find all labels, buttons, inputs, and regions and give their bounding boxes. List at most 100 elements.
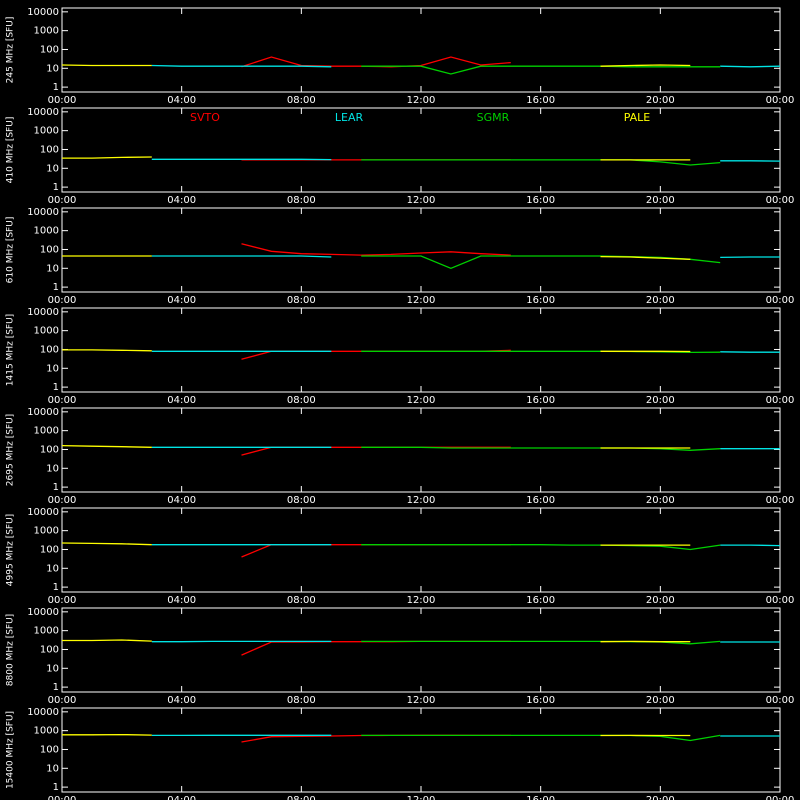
x-tick-label: 12:00 <box>407 795 436 800</box>
y-tick-label: 10 <box>46 363 59 374</box>
y-tick-label: 1 <box>53 382 59 393</box>
plot-frame <box>61 307 781 393</box>
y-tick-label: 1000 <box>34 226 59 237</box>
y-tick-label: 10 <box>46 63 59 74</box>
series-line <box>151 734 780 737</box>
x-tick-label: 00:00 <box>48 395 77 406</box>
series-line <box>151 158 781 162</box>
y-tick-label: 10 <box>46 563 59 574</box>
x-tick-label: 12:00 <box>407 595 436 606</box>
x-tick-label: 00:00 <box>766 495 795 506</box>
x-tick-label: 00:00 <box>48 295 77 306</box>
x-tick-label: 08:00 <box>287 195 316 206</box>
x-tick-label: 16:00 <box>526 695 555 706</box>
x-tick-label: 04:00 <box>167 195 196 206</box>
y-axis-label: 1415 MHz [SFU] <box>6 314 16 386</box>
y-tick-label: 10 <box>46 263 59 274</box>
legend-entry: PALE <box>624 111 651 124</box>
x-tick-label: 00:00 <box>48 795 77 800</box>
y-tick-label: 1000 <box>34 626 59 637</box>
x-tick-label: 20:00 <box>646 195 675 206</box>
y-tick-label: 100 <box>40 544 59 555</box>
x-tick-label: 04:00 <box>167 395 196 406</box>
series-line <box>241 544 511 558</box>
y-tick-label: 1000 <box>34 326 59 337</box>
y-tick-label: 100 <box>40 444 59 455</box>
series-line <box>61 64 691 67</box>
series-line <box>151 350 780 353</box>
x-tick-label: 00:00 <box>48 495 77 506</box>
series-line <box>62 733 691 737</box>
y-axis-label: 245 MHz [SFU] <box>6 17 16 84</box>
y-tick-label: 10 <box>46 663 59 674</box>
y-tick-label: 100 <box>40 344 59 355</box>
x-tick-label: 16:00 <box>526 395 555 406</box>
y-tick-label: 100 <box>40 144 59 155</box>
series-line <box>361 734 721 742</box>
x-tick-label: 00:00 <box>766 595 795 606</box>
x-tick-label: 20:00 <box>646 695 675 706</box>
y-tick-label: 1000 <box>34 526 59 537</box>
plot-frame <box>61 607 781 693</box>
x-tick-label: 12:00 <box>407 95 436 106</box>
x-tick-label: 04:00 <box>167 795 196 800</box>
y-axis-label: 2695 MHz [SFU] <box>6 414 16 486</box>
series-line <box>151 64 781 68</box>
series-line <box>61 542 691 546</box>
plot-frame <box>61 107 781 193</box>
series-line <box>361 446 721 451</box>
x-tick-label: 20:00 <box>646 95 675 106</box>
y-tick-label: 1 <box>53 82 59 93</box>
y-tick-label: 100 <box>40 44 59 55</box>
x-tick-label: 00:00 <box>48 695 77 706</box>
y-tick-label: 10000 <box>27 507 59 518</box>
x-tick-label: 20:00 <box>646 395 675 406</box>
x-tick-label: 00:00 <box>48 95 77 106</box>
x-tick-label: 08:00 <box>287 295 316 306</box>
series-line <box>151 544 781 547</box>
y-tick-label: 100 <box>40 244 59 255</box>
y-tick-label: 10 <box>46 463 59 474</box>
y-tick-label: 10 <box>46 763 59 774</box>
plot-frame <box>61 407 781 493</box>
x-tick-label: 20:00 <box>646 595 675 606</box>
series-line <box>241 734 511 743</box>
series-line <box>151 446 780 450</box>
y-axis-label: 610 MHz [SFU] <box>6 217 16 284</box>
x-tick-label: 12:00 <box>407 495 436 506</box>
x-tick-label: 08:00 <box>287 395 316 406</box>
series-line <box>62 349 691 353</box>
x-tick-label: 00:00 <box>48 195 77 206</box>
series-line <box>151 640 780 643</box>
x-tick-label: 20:00 <box>646 795 675 800</box>
series-line <box>241 243 511 256</box>
x-tick-label: 08:00 <box>287 595 316 606</box>
x-tick-label: 00:00 <box>766 295 795 306</box>
plot-frame <box>61 7 781 93</box>
y-tick-label: 1000 <box>34 426 59 437</box>
y-tick-label: 1 <box>53 582 59 593</box>
x-tick-label: 04:00 <box>167 295 196 306</box>
y-tick-label: 10000 <box>27 7 59 18</box>
x-tick-label: 08:00 <box>287 795 316 800</box>
x-tick-label: 16:00 <box>526 795 555 800</box>
series-line <box>62 639 691 643</box>
y-tick-label: 1 <box>53 482 59 493</box>
series-line <box>62 255 691 260</box>
x-tick-label: 04:00 <box>167 595 196 606</box>
x-tick-label: 04:00 <box>167 695 196 706</box>
y-axis-label: 8800 MHz [SFU] <box>6 614 16 686</box>
series-line <box>361 255 721 270</box>
x-tick-label: 00:00 <box>766 395 795 406</box>
x-tick-label: 16:00 <box>526 495 555 506</box>
x-tick-label: 08:00 <box>287 95 316 106</box>
x-tick-label: 00:00 <box>766 195 795 206</box>
x-tick-label: 16:00 <box>526 95 555 106</box>
y-tick-label: 100 <box>40 744 59 755</box>
plot-frame <box>61 707 781 793</box>
y-tick-label: 1000 <box>34 126 59 137</box>
x-tick-label: 20:00 <box>646 295 675 306</box>
x-tick-label: 16:00 <box>526 295 555 306</box>
y-tick-label: 10000 <box>27 307 59 318</box>
